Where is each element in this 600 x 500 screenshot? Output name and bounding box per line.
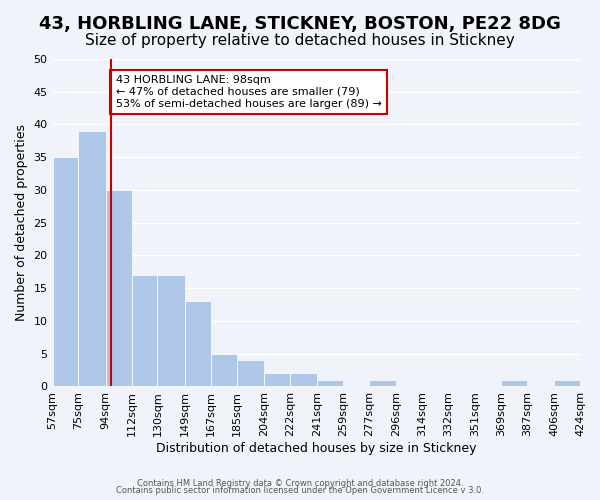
Bar: [157, 275, 185, 386]
Text: Contains HM Land Registry data © Crown copyright and database right 2024.: Contains HM Land Registry data © Crown c…: [137, 478, 463, 488]
Text: 43 HORBLING LANE: 98sqm
← 47% of detached houses are smaller (79)
53% of semi-de: 43 HORBLING LANE: 98sqm ← 47% of detache…: [116, 76, 382, 108]
Bar: [317, 380, 343, 386]
Text: Contains public sector information licensed under the Open Government Licence v : Contains public sector information licen…: [116, 486, 484, 495]
Bar: [106, 190, 131, 386]
Bar: [264, 374, 290, 386]
X-axis label: Distribution of detached houses by size in Stickney: Distribution of detached houses by size …: [156, 442, 476, 455]
Text: Size of property relative to detached houses in Stickney: Size of property relative to detached ho…: [85, 32, 515, 48]
Bar: [131, 275, 157, 386]
Bar: [554, 380, 580, 386]
Bar: [236, 360, 264, 386]
Bar: [369, 380, 396, 386]
Y-axis label: Number of detached properties: Number of detached properties: [15, 124, 28, 321]
Bar: [290, 374, 317, 386]
Bar: [53, 157, 79, 386]
Bar: [79, 131, 106, 386]
Text: 43, HORBLING LANE, STICKNEY, BOSTON, PE22 8DG: 43, HORBLING LANE, STICKNEY, BOSTON, PE2…: [39, 15, 561, 33]
Bar: [501, 380, 527, 386]
Bar: [211, 354, 236, 386]
Bar: [185, 302, 211, 386]
